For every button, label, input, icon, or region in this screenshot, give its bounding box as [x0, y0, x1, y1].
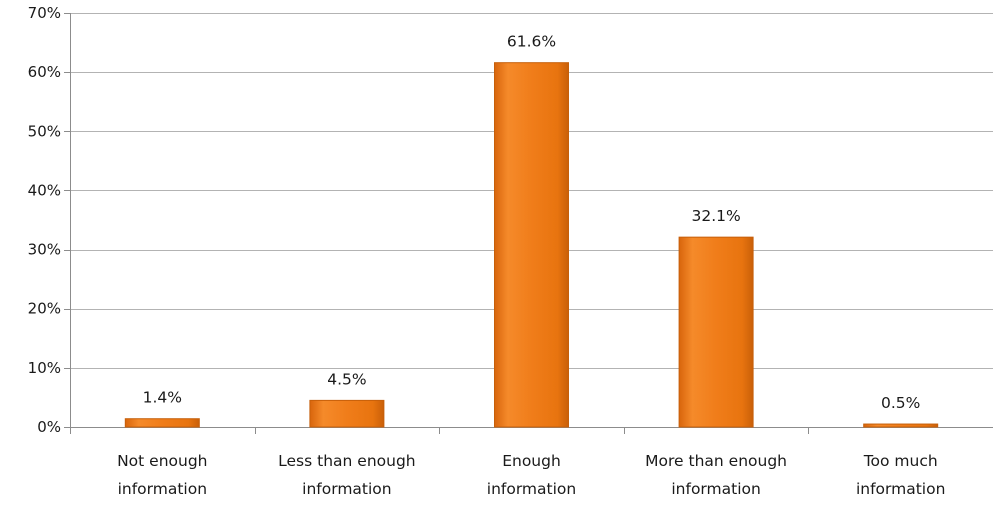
y-tick-label: 70% — [28, 4, 61, 22]
y-tick-label: 50% — [28, 122, 61, 140]
x-category-label: Enough — [502, 452, 561, 470]
y-tick-label: 30% — [28, 241, 61, 259]
data-label: 32.1% — [691, 207, 740, 225]
x-category-label: More than enough — [645, 452, 787, 470]
x-category-label: Not enough — [117, 452, 207, 470]
x-category-label: Too much — [863, 452, 938, 470]
bar — [863, 423, 939, 428]
x-category-label: information — [671, 480, 760, 498]
x-category-label: Less than enough — [278, 452, 415, 470]
bar — [494, 62, 569, 428]
data-label: 0.5% — [881, 394, 920, 412]
y-tick-label: 10% — [28, 359, 61, 377]
x-category-label: information — [487, 480, 576, 498]
y-tick-label: 0% — [37, 418, 61, 436]
y-axis-tick-labels: 0% 10% 20% 30% 40% 50% 60% 70% — [28, 4, 61, 436]
bar — [124, 418, 200, 428]
y-tick-label: 20% — [28, 300, 61, 318]
bar — [678, 236, 754, 428]
y-tick-label: 40% — [28, 181, 61, 199]
x-category-label: information — [856, 480, 945, 498]
data-label: 61.6% — [507, 33, 556, 51]
data-label: 4.5% — [327, 370, 366, 388]
x-category-label: information — [118, 480, 207, 498]
bar — [309, 399, 385, 428]
x-axis-category-labels: Not enough information Less than enough inf… — [117, 452, 945, 498]
bars — [124, 62, 939, 428]
data-labels: 1.4% 4.5% 61.6% 32.1% 0.5% — [143, 33, 921, 412]
x-category-label: information — [302, 480, 391, 498]
y-tick-label: 60% — [28, 63, 61, 81]
data-label: 1.4% — [143, 389, 182, 407]
